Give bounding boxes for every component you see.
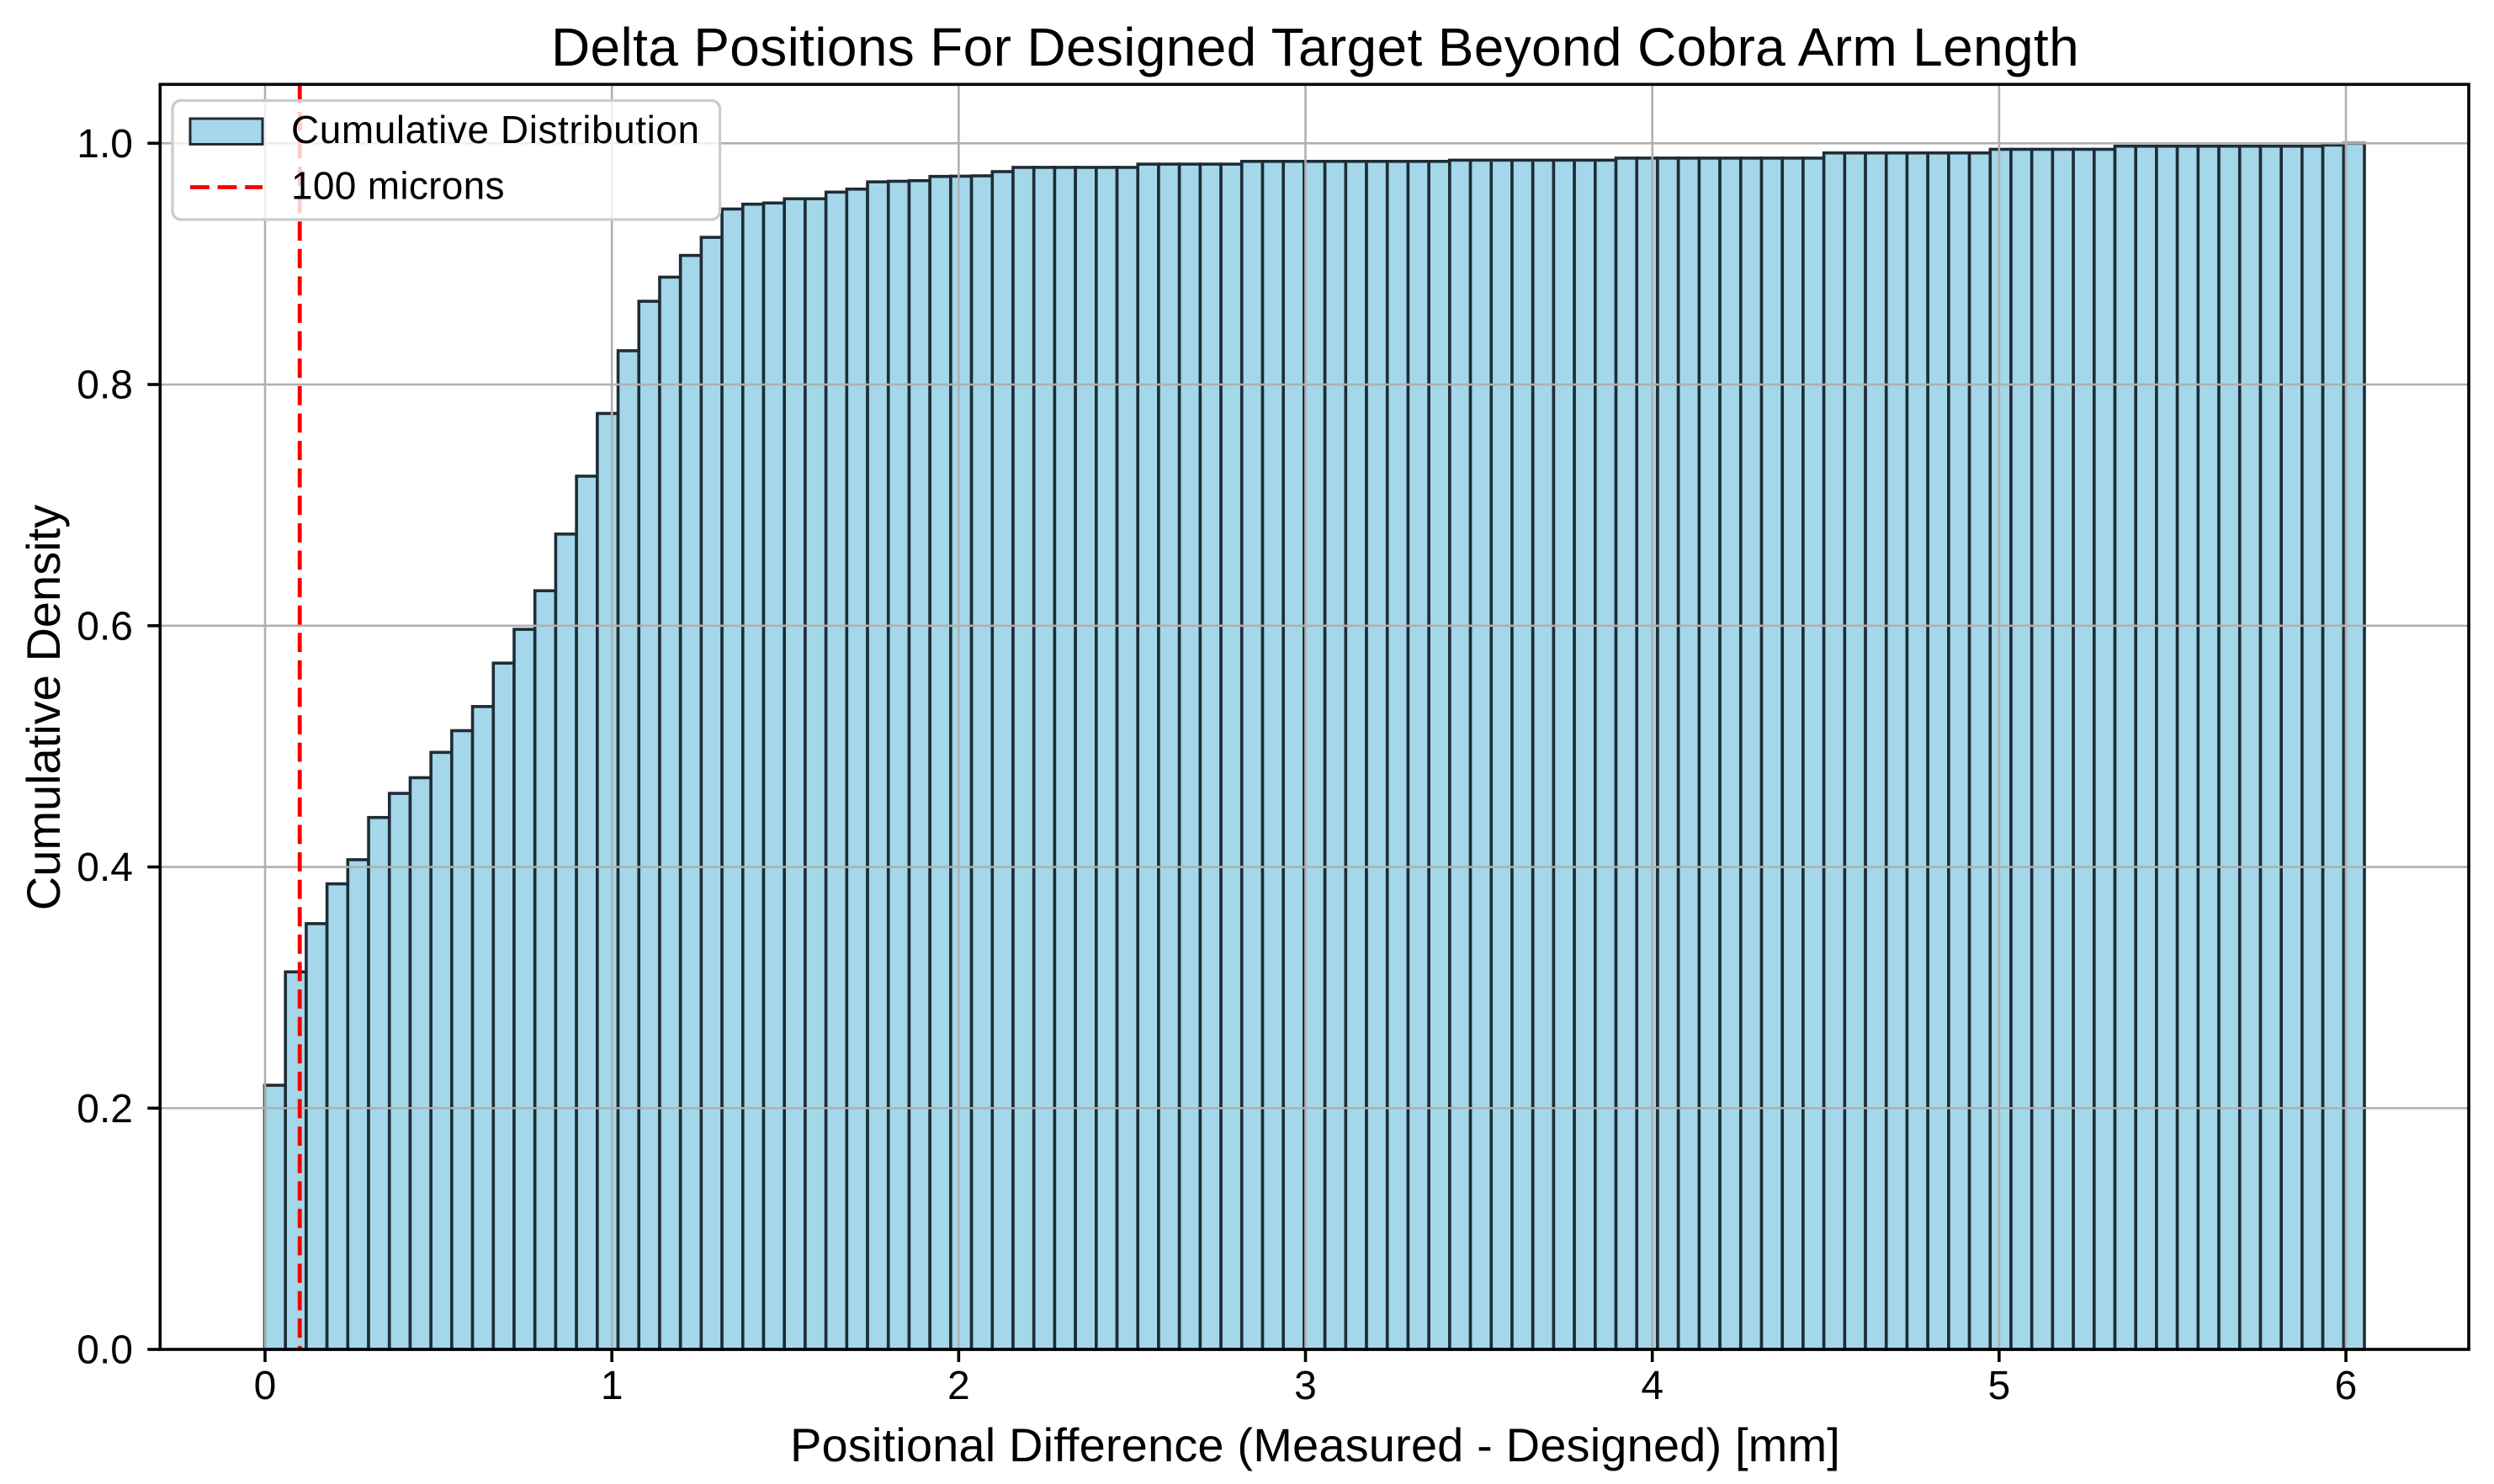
svg-text:0: 0 bbox=[254, 1364, 277, 1408]
svg-text:Positional Difference (Measure: Positional Difference (Measured - Design… bbox=[790, 1418, 1840, 1471]
svg-text:2: 2 bbox=[947, 1364, 970, 1408]
svg-text:4: 4 bbox=[1641, 1364, 1664, 1408]
svg-text:0.8: 0.8 bbox=[77, 363, 133, 408]
svg-text:0.4: 0.4 bbox=[77, 845, 133, 890]
svg-text:Cumulative Distribution: Cumulative Distribution bbox=[291, 108, 700, 151]
svg-text:0.2: 0.2 bbox=[77, 1087, 133, 1132]
svg-text:1: 1 bbox=[601, 1364, 624, 1408]
svg-text:3: 3 bbox=[1294, 1364, 1317, 1408]
svg-text:5: 5 bbox=[1987, 1364, 2010, 1408]
svg-text:0.6: 0.6 bbox=[77, 604, 133, 649]
svg-text:Cumulative Density: Cumulative Density bbox=[17, 505, 70, 910]
svg-text:100 microns: 100 microns bbox=[291, 164, 505, 208]
svg-text:Delta Positions For Designed T: Delta Positions For Designed Target Beyo… bbox=[551, 17, 2079, 77]
svg-text:0.0: 0.0 bbox=[77, 1328, 133, 1373]
svg-text:1.0: 1.0 bbox=[77, 122, 133, 167]
svg-text:6: 6 bbox=[2335, 1364, 2358, 1408]
